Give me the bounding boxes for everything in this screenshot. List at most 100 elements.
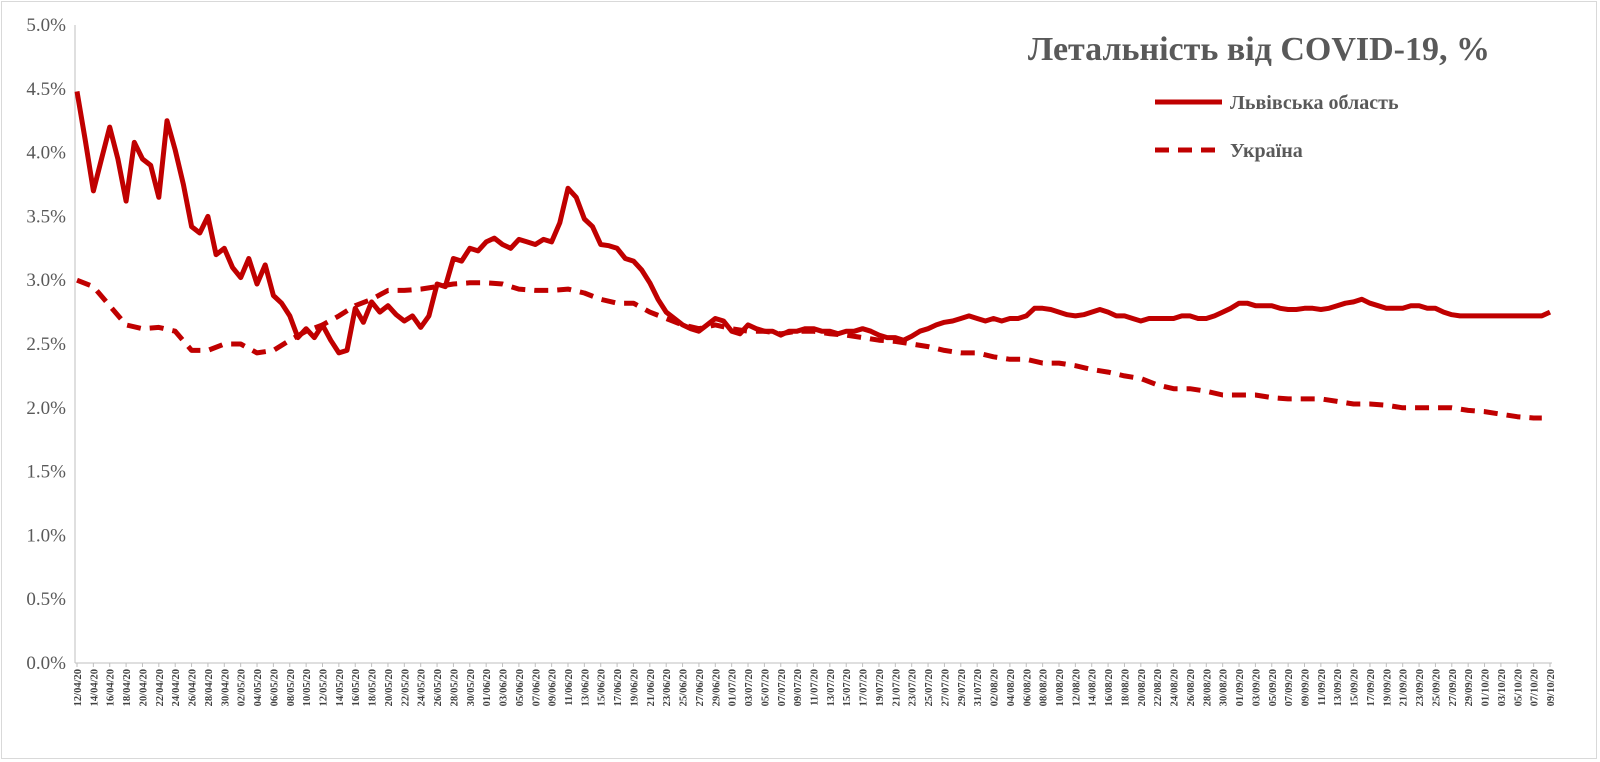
x-tick-label: 09/10/20 — [1546, 669, 1557, 706]
x-tick-label: 27/07/20 — [940, 669, 951, 706]
x-tick-label: 26/08/20 — [1186, 669, 1197, 706]
x-tick-label: 28/08/20 — [1202, 669, 1213, 706]
x-tick-label: 09/09/20 — [1301, 669, 1312, 706]
x-tick-label: 05/09/20 — [1268, 669, 1279, 706]
x-tick-label: 01/06/20 — [482, 669, 493, 706]
x-tick-label: 12/05/20 — [319, 669, 330, 706]
x-tick-label: 09/07/20 — [793, 669, 804, 706]
x-tick-label: 29/09/20 — [1464, 669, 1475, 706]
y-tick-label: 5.0% — [26, 15, 66, 36]
x-tick-label: 26/05/20 — [433, 669, 444, 706]
x-tick-label: 11/06/20 — [564, 669, 575, 706]
x-tick-label: 23/06/20 — [662, 669, 673, 706]
x-tick-label: 30/04/20 — [220, 669, 231, 706]
x-tick-label: 14/05/20 — [335, 669, 346, 706]
x-tick-label: 13/07/20 — [826, 669, 837, 706]
x-tick-label: 28/05/20 — [449, 669, 460, 706]
x-tick-label: 26/04/20 — [188, 669, 199, 706]
series-line-2 — [76, 277, 1542, 421]
x-axis: 12/04/20 14/04/20 16/04/20 18/04/20 20/04/20… — [73, 662, 1557, 706]
x-tick-label: 17/09/20 — [1366, 669, 1377, 706]
x-tick-label: 03/07/20 — [744, 669, 755, 706]
x-tick-label: 17/07/20 — [859, 669, 870, 706]
x-tick-label: 01/10/20 — [1481, 669, 1492, 706]
x-tick-label: 12/08/20 — [1071, 669, 1082, 706]
x-tick-label: 11/09/20 — [1317, 669, 1328, 706]
x-tick-label: 27/06/20 — [695, 669, 706, 706]
x-tick-label: 11/07/20 — [810, 669, 821, 706]
x-tick-label: 24/04/20 — [171, 669, 182, 706]
x-tick-label: 25/07/20 — [924, 669, 935, 706]
x-tick-label: 19/07/20 — [875, 669, 886, 706]
x-tick-label: 03/09/20 — [1251, 669, 1262, 706]
x-tick-label: 02/08/20 — [990, 669, 1001, 706]
y-tick-label: 3.5% — [26, 206, 66, 227]
x-tick-label: 09/06/20 — [548, 669, 559, 706]
x-tick-label: 18/05/20 — [368, 669, 379, 706]
plot-lines — [74, 90, 1552, 421]
x-tick-label: 20/04/20 — [138, 669, 149, 706]
x-tick-label: 05/07/20 — [760, 669, 771, 706]
y-tick-label: 0.0% — [26, 653, 66, 674]
x-tick-label: 28/04/20 — [204, 669, 215, 706]
x-tick-label: 04/08/20 — [1006, 669, 1017, 706]
x-tick-label: 07/07/20 — [777, 669, 788, 706]
x-tick-label: 18/04/20 — [122, 669, 133, 706]
x-tick-label: 20/05/20 — [384, 669, 395, 706]
x-tick-label: 04/05/20 — [253, 669, 264, 706]
x-tick-label: 25/09/20 — [1431, 669, 1442, 706]
x-tick-label: 25/06/20 — [679, 669, 690, 706]
x-tick-label: 06/05/20 — [269, 669, 280, 706]
x-tick-label: 15/09/20 — [1350, 669, 1361, 706]
x-tick-label: 23/07/20 — [908, 669, 919, 706]
x-tick-label: 20/08/20 — [1137, 669, 1148, 706]
y-tick-label: 2.5% — [26, 334, 66, 355]
x-tick-label: 10/08/20 — [1055, 669, 1066, 706]
x-tick-label: 17/06/20 — [613, 669, 624, 706]
x-tick-label: 21/09/20 — [1399, 669, 1410, 706]
x-tick-label: 29/06/20 — [711, 669, 722, 706]
x-tick-label: 07/10/20 — [1530, 669, 1541, 706]
y-tick-label: 1.0% — [26, 525, 66, 546]
x-tick-label: 08/05/20 — [286, 669, 297, 706]
x-tick-label: 05/10/20 — [1513, 669, 1524, 706]
x-tick-label: 30/08/20 — [1219, 669, 1230, 706]
x-tick-label: 03/10/20 — [1497, 669, 1508, 706]
x-tick-label: 02/05/20 — [237, 669, 248, 706]
y-tick-label: 4.0% — [26, 143, 66, 164]
x-tick-label: 08/08/20 — [1039, 669, 1050, 706]
x-tick-label: 30/05/20 — [466, 669, 477, 706]
x-tick-label: 22/04/20 — [155, 669, 166, 706]
y-axis: 0.0% 0.5% 1.0% 1.5% 2.0% 2.5% 3.0% 3.5% 4.0% 4.5%… — [26, 15, 76, 674]
x-tick-label: 31/07/20 — [973, 669, 984, 706]
x-tick-label: 10/05/20 — [302, 669, 313, 706]
y-tick-label: 4.5% — [26, 79, 66, 100]
legend: Львівська область Україна — [1155, 92, 1399, 162]
x-tick-label: 16/04/20 — [106, 669, 117, 706]
x-tick-label: 05/06/20 — [515, 669, 526, 706]
x-tick-label: 16/05/20 — [351, 669, 362, 706]
x-tick-label: 14/04/20 — [89, 669, 100, 706]
x-tick-label: 23/09/20 — [1415, 669, 1426, 706]
x-tick-label: 18/08/20 — [1120, 669, 1131, 706]
y-tick-label: 3.0% — [26, 270, 66, 291]
x-tick-label: 15/07/20 — [842, 669, 853, 706]
x-tick-label: 07/06/20 — [531, 669, 542, 706]
x-tick-label: 07/09/20 — [1284, 669, 1295, 706]
y-tick-label: 0.5% — [26, 589, 66, 610]
x-tick-label: 21/07/20 — [891, 669, 902, 706]
y-tick-label: 1.5% — [26, 462, 66, 483]
x-tick-label: 16/08/20 — [1104, 669, 1115, 706]
x-tick-label: 14/08/20 — [1088, 669, 1099, 706]
x-tick-label: 24/08/20 — [1170, 669, 1181, 706]
x-tick-label: 29/07/20 — [957, 669, 968, 706]
x-tick-label: 22/05/20 — [400, 669, 411, 706]
x-tick-label: 13/09/20 — [1333, 669, 1344, 706]
x-tick-label: 21/06/20 — [646, 669, 657, 706]
x-tick-label: 19/06/20 — [629, 669, 640, 706]
series-line-1 — [74, 90, 1552, 356]
chart-title: Летальність від COVID-19, % — [1028, 31, 1490, 68]
x-tick-label: 06/08/20 — [1022, 669, 1033, 706]
